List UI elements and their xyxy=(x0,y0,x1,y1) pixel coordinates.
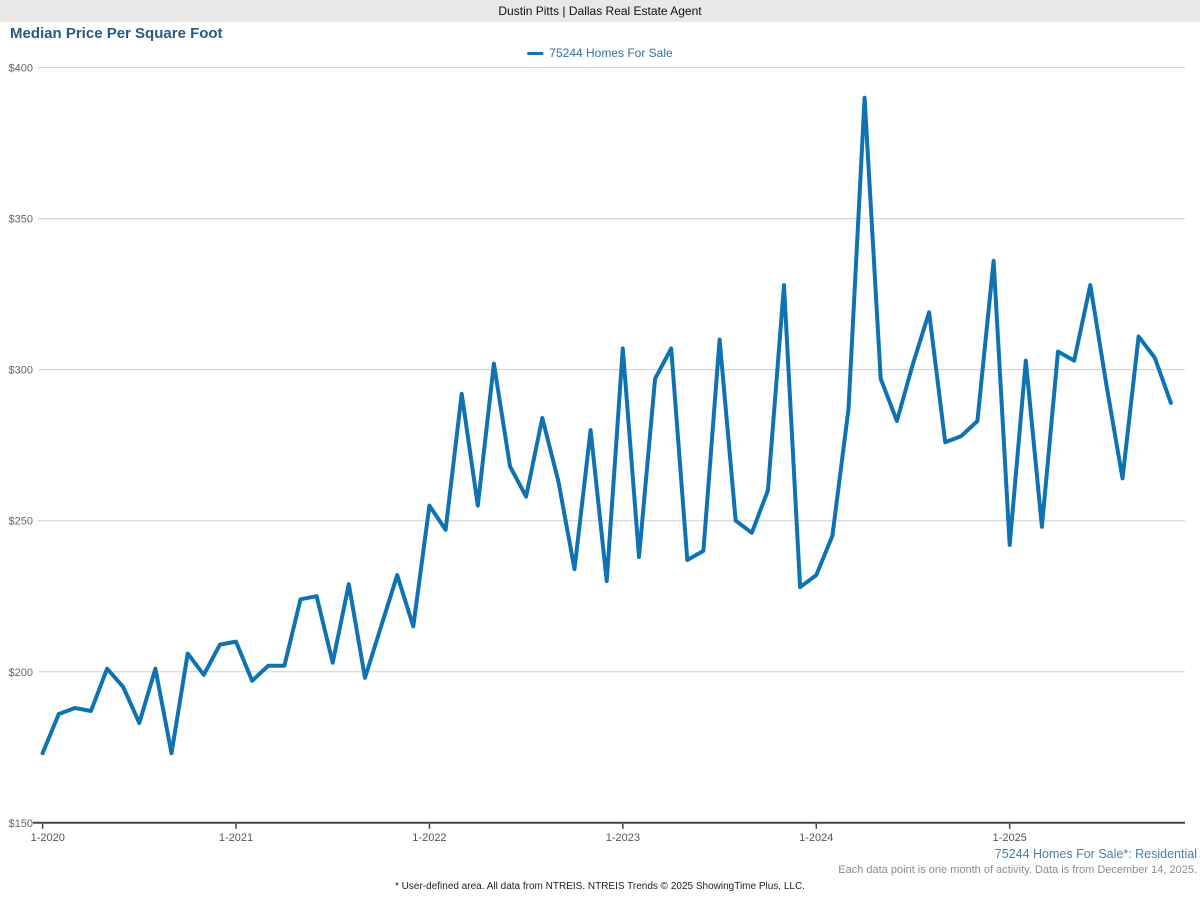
x-tick-label: 1-2021 xyxy=(219,832,253,844)
legend[interactable]: 75244 Homes For Sale xyxy=(527,46,673,60)
y-tick-label: $300 xyxy=(9,365,33,377)
chart-title: Median Price Per Square Foot xyxy=(10,25,223,42)
y-tick-label: $150 xyxy=(9,818,33,830)
legend-label: 75244 Homes For Sale xyxy=(549,46,673,60)
y-tick-label: $400 xyxy=(9,63,33,75)
header-bar: Dustin Pitts | Dallas Real Estate Agent xyxy=(0,0,1200,22)
y-tick-label: $250 xyxy=(9,516,33,528)
footer-series-note: 75244 Homes For Sale*: Residential xyxy=(994,847,1197,861)
y-tick-label: $200 xyxy=(9,667,33,679)
x-tick-label: 1-2023 xyxy=(606,832,640,844)
x-tick-label: 1-2024 xyxy=(799,832,833,844)
footer-data-note: Each data point is one month of activity… xyxy=(838,864,1197,876)
footer-disclaimer: * User-defined area. All data from NTREI… xyxy=(395,881,805,892)
x-tick-label: 1-2025 xyxy=(993,832,1027,844)
y-tick-label: $350 xyxy=(9,214,33,226)
header-title: Dustin Pitts | Dallas Real Estate Agent xyxy=(498,4,702,18)
price-line[interactable] xyxy=(40,95,1173,756)
legend-line-marker xyxy=(527,51,544,55)
x-tick-label: 1-2020 xyxy=(31,832,65,844)
x-tick-label: 1-2022 xyxy=(412,832,446,844)
